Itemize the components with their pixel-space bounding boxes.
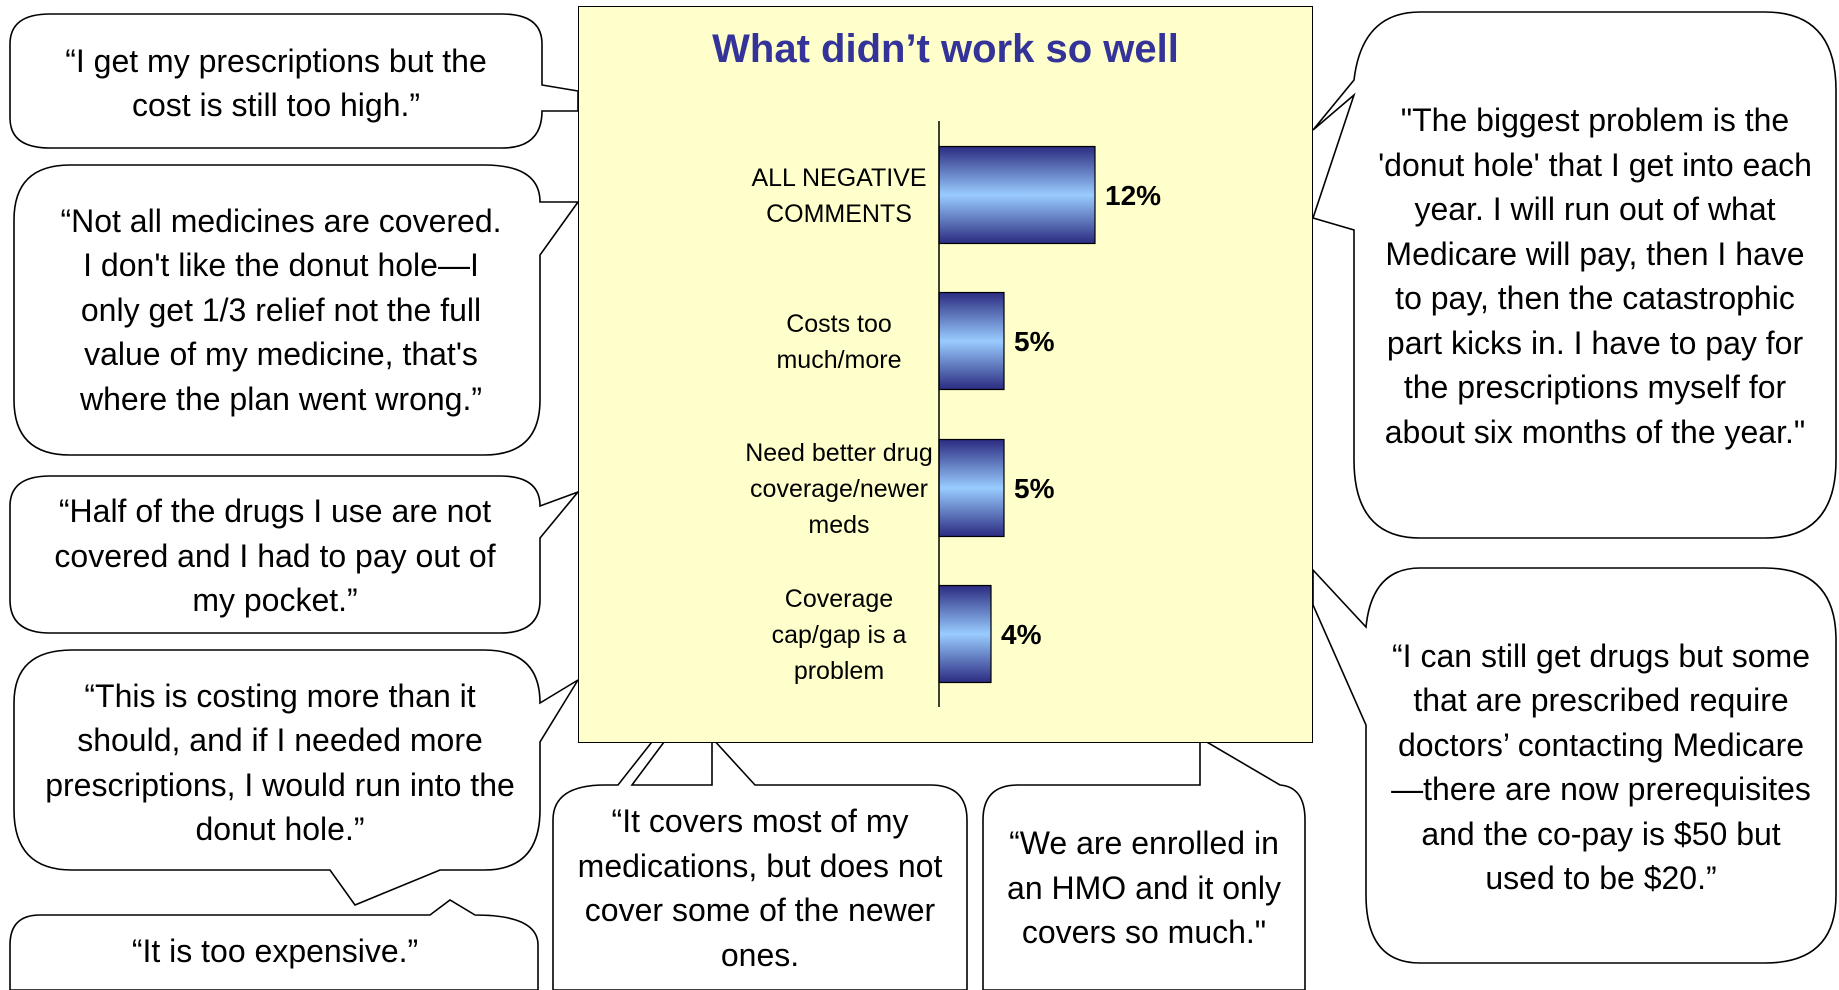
category-label-2: Need better drug coverage/newer meds (745, 439, 933, 539)
quote-half-not-covered: “Half of the drugs I use are not covered… (54, 493, 496, 619)
bar-3 (938, 584, 992, 684)
chart-panel: What didn’t work so well 12% ALL NEGATIVE… (578, 6, 1313, 743)
value-label-0: 12% (1105, 180, 1161, 211)
bubble-q9-outline (1312, 567, 1837, 964)
bubble-q3-outline (9, 475, 581, 634)
quote-prescription-cost: “I get my prescriptions but the cost is … (65, 42, 487, 124)
bubble-q1-outline (9, 13, 579, 149)
bubble-q7-outline (982, 736, 1306, 990)
quote-covers-most: “It covers most of my medications, but d… (577, 803, 943, 973)
value-label-2: 5% (1014, 473, 1055, 504)
bar-chart: 12% ALL NEGATIVE COMMENTS 5% Costs too much/m… (745, 121, 1161, 707)
chart-title: What didn’t work so well (712, 27, 1179, 71)
value-label-3: 4% (1001, 619, 1042, 650)
category-label-1: Costs too much/more (776, 310, 901, 374)
category-label-3: Coverage cap/gap is a problem (772, 585, 907, 685)
quote-costing-more: “This is costing more than it should, an… (45, 677, 515, 848)
quote-donut-hole: "The biggest problem is the 'donut hole'… (1378, 102, 1812, 450)
bubble-q4-outline (13, 649, 579, 906)
quote-not-all-covered: “Not all medicines are covered. I don't … (60, 202, 502, 417)
quote-too-expensive: “It is too expensive.” (131, 932, 419, 969)
value-label-1: 5% (1014, 326, 1055, 357)
bar-0 (938, 145, 1096, 245)
bubble-q2-outline (13, 164, 580, 456)
quote-hmo: “We are enrolled in an HMO and it only c… (1007, 825, 1281, 951)
bubble-q8-outline (1311, 11, 1837, 539)
quote-prerequisites: “I can still get drugs but some that are… (1391, 637, 1811, 897)
category-label-0: ALL NEGATIVE COMMENTS (751, 164, 926, 228)
bubble-q6-outline (552, 735, 968, 990)
bar-2 (938, 438, 1005, 538)
bubble-q5-outline (9, 899, 539, 990)
bar-1 (938, 291, 1005, 391)
